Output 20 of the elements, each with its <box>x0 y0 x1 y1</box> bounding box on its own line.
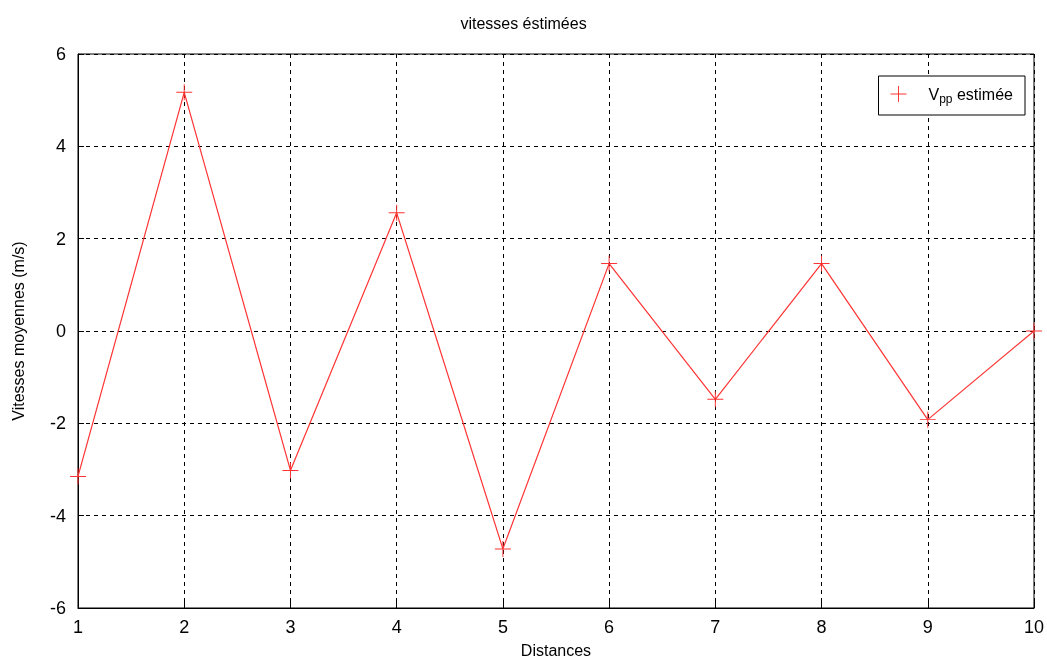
x-tick-label: 5 <box>497 617 508 637</box>
x-tick-label: 6 <box>604 617 615 637</box>
y-tick-label: 2 <box>55 228 66 249</box>
y-tick-label: -4 <box>49 505 66 526</box>
x-tick-label: 9 <box>922 617 933 637</box>
y-tick-label: -2 <box>49 413 66 434</box>
x-axis-title: Distances <box>520 641 592 659</box>
x-tick-label: 7 <box>710 617 721 637</box>
chart-title: vitesses éstimées <box>460 14 587 32</box>
x-tick-label: 10 <box>1023 617 1044 637</box>
y-tick-label: 6 <box>55 44 66 64</box>
y-tick-label: -6 <box>49 598 66 618</box>
x-tick-label: 1 <box>72 617 84 637</box>
x-tick-label: 3 <box>285 617 296 637</box>
y-tick-label: 4 <box>55 136 66 157</box>
x-tick-label: 2 <box>179 617 190 637</box>
y-tick-label: 0 <box>55 321 66 341</box>
y-axis-title: Vitesses moyennes (m/s) <box>9 241 27 421</box>
x-tick-label: 8 <box>816 617 827 637</box>
x-tick-label: 4 <box>391 617 402 637</box>
